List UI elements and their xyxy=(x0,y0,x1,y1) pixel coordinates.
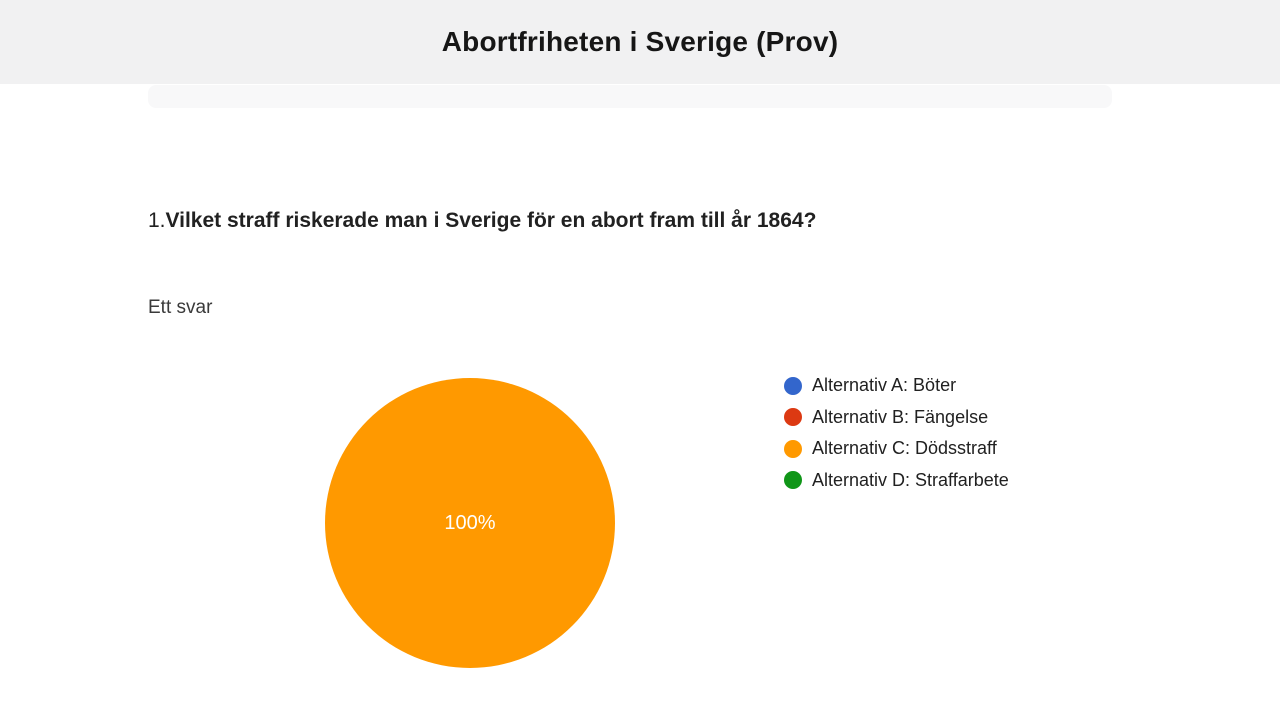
chart-legend: Alternativ A: Böter Alternativ B: Fängel… xyxy=(784,370,1009,496)
legend-item: Alternativ C: Dödsstraff xyxy=(784,433,1009,465)
pie-slice-label: 100% xyxy=(444,511,496,534)
form-title: Abortfriheten i Sverige (Prov) xyxy=(441,26,839,57)
answers-count-label: Ett svar xyxy=(148,297,213,318)
pie-chart: 100% xyxy=(325,378,615,668)
legend-item: Alternativ B: Fängelse xyxy=(784,402,1009,434)
legend-color-dot-icon xyxy=(784,408,802,427)
legend-color-dot-icon xyxy=(784,471,802,490)
legend-color-dot-icon xyxy=(784,376,802,395)
legend-item-label: Alternativ B: Fängelse xyxy=(812,406,989,427)
question-block: 1.Vilket straff riskerade man i Sverige … xyxy=(148,200,918,242)
legend-item: Alternativ D: Straffarbete xyxy=(784,465,1009,497)
legend-color-dot-icon xyxy=(784,439,802,458)
legend-item-label: Alternativ C: Dödsstraff xyxy=(812,438,997,459)
legend-item-label: Alternativ A: Böter xyxy=(812,375,957,396)
legend-item: Alternativ A: Böter xyxy=(784,370,1009,402)
question-title: Vilket straff riskerade man i Sverige fö… xyxy=(165,209,817,232)
header-bar: Abortfriheten i Sverige (Prov) xyxy=(0,0,1280,84)
question-number: 1. xyxy=(148,209,166,232)
legend-item-label: Alternativ D: Straffarbete xyxy=(812,469,1009,490)
content-card-top xyxy=(148,85,1112,108)
